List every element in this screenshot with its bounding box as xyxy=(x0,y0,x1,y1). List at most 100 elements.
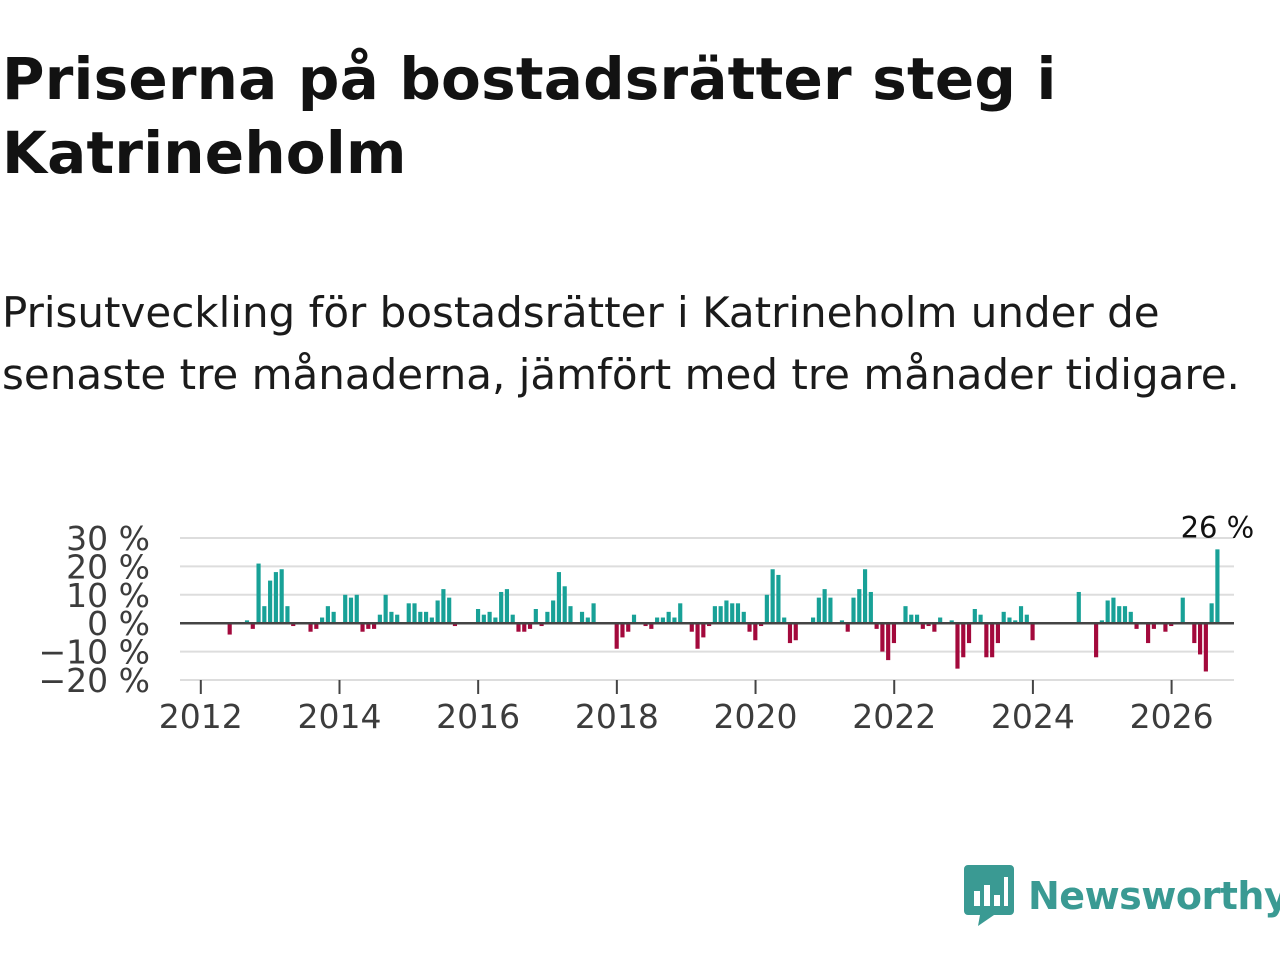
bar xyxy=(556,572,562,624)
chart-subtitle: Prisutveckling för bostadsrätter i Katri… xyxy=(2,288,1240,399)
bar xyxy=(938,617,943,624)
bar xyxy=(1180,597,1185,624)
newsworthy-logo: Newsworthy xyxy=(964,864,1280,928)
bar xyxy=(1151,623,1156,629)
bar xyxy=(655,617,660,624)
bar xyxy=(626,623,631,632)
bar xyxy=(701,623,706,638)
bar xyxy=(227,623,232,635)
bar xyxy=(666,611,671,624)
bar xyxy=(429,617,434,624)
bar xyxy=(1198,623,1203,655)
chart-bubble-icon xyxy=(964,865,1014,926)
bar xyxy=(839,620,845,624)
bar xyxy=(741,611,746,624)
bar xyxy=(1203,623,1208,672)
x-tick-label: 2014 xyxy=(297,697,381,736)
bar xyxy=(285,606,290,624)
bar xyxy=(452,623,458,627)
x-tick-label: 2012 xyxy=(159,697,243,736)
bar xyxy=(753,623,758,641)
bar xyxy=(325,606,330,624)
brand-name: Newsworthy xyxy=(1028,874,1280,918)
bar xyxy=(487,611,492,624)
bar xyxy=(354,594,359,624)
bar xyxy=(435,600,440,624)
grid-lines xyxy=(180,537,1234,681)
y-axis: 30 %20 %10 %0 %−10 %−20 % xyxy=(39,519,151,700)
bar xyxy=(533,609,538,624)
bar xyxy=(1146,623,1151,644)
y-tick-label: −20 % xyxy=(39,661,151,700)
bar xyxy=(262,606,267,624)
bar xyxy=(1169,623,1174,627)
bar xyxy=(418,611,423,624)
bar xyxy=(614,623,619,649)
bar xyxy=(932,623,937,632)
bar xyxy=(562,586,567,624)
bar xyxy=(244,620,250,624)
bar xyxy=(718,606,723,624)
bar xyxy=(724,600,729,624)
bar xyxy=(441,589,446,624)
bars xyxy=(227,549,1220,672)
x-axis: 2012 2014 2016 2018 2020 2022 2024 2026 xyxy=(159,680,1214,736)
bar xyxy=(516,623,521,632)
bar xyxy=(955,623,960,669)
x-tick-label: 2024 xyxy=(991,697,1075,736)
bar xyxy=(585,617,590,624)
bar xyxy=(527,623,533,629)
bar xyxy=(978,614,983,624)
bar xyxy=(504,589,510,624)
y-tick-label: 30 % xyxy=(66,519,150,558)
bar xyxy=(1094,623,1099,658)
bar xyxy=(643,623,648,627)
bar xyxy=(857,589,862,624)
bar xyxy=(909,614,914,624)
bar xyxy=(862,569,868,624)
bar xyxy=(920,623,925,629)
bar xyxy=(961,623,966,658)
bar xyxy=(291,623,296,627)
bar xyxy=(747,623,752,632)
bar xyxy=(1117,606,1122,624)
bar xyxy=(256,563,261,624)
bar xyxy=(1018,606,1024,624)
bar xyxy=(377,614,382,624)
bar xyxy=(1024,614,1029,624)
bar xyxy=(770,569,775,624)
bar xyxy=(539,623,544,627)
bar xyxy=(811,617,816,624)
bar xyxy=(1163,623,1168,632)
bar xyxy=(331,611,336,624)
bar xyxy=(984,623,989,658)
bar xyxy=(308,623,313,632)
x-tick-label: 2018 xyxy=(575,697,659,736)
bar xyxy=(886,623,891,661)
bar xyxy=(759,623,764,627)
bar xyxy=(1134,623,1139,629)
bar xyxy=(568,606,573,624)
bar xyxy=(475,609,481,624)
bar xyxy=(990,623,995,658)
bar xyxy=(730,603,735,624)
bar xyxy=(793,623,798,641)
bar xyxy=(1192,623,1197,644)
bar xyxy=(1209,603,1214,624)
bar xyxy=(868,591,873,624)
bar xyxy=(1128,611,1133,624)
bar xyxy=(903,606,908,624)
bar xyxy=(782,617,787,624)
bar xyxy=(268,580,273,624)
bar xyxy=(1111,597,1116,624)
bar xyxy=(389,611,394,624)
bar xyxy=(1215,549,1220,624)
x-tick-label: 2020 xyxy=(714,697,798,736)
bar xyxy=(822,589,827,624)
bar xyxy=(712,606,717,624)
bar xyxy=(383,594,388,624)
bar xyxy=(545,611,550,624)
bar xyxy=(510,614,515,624)
x-tick-label: 2016 xyxy=(436,697,520,736)
bar xyxy=(631,614,637,624)
